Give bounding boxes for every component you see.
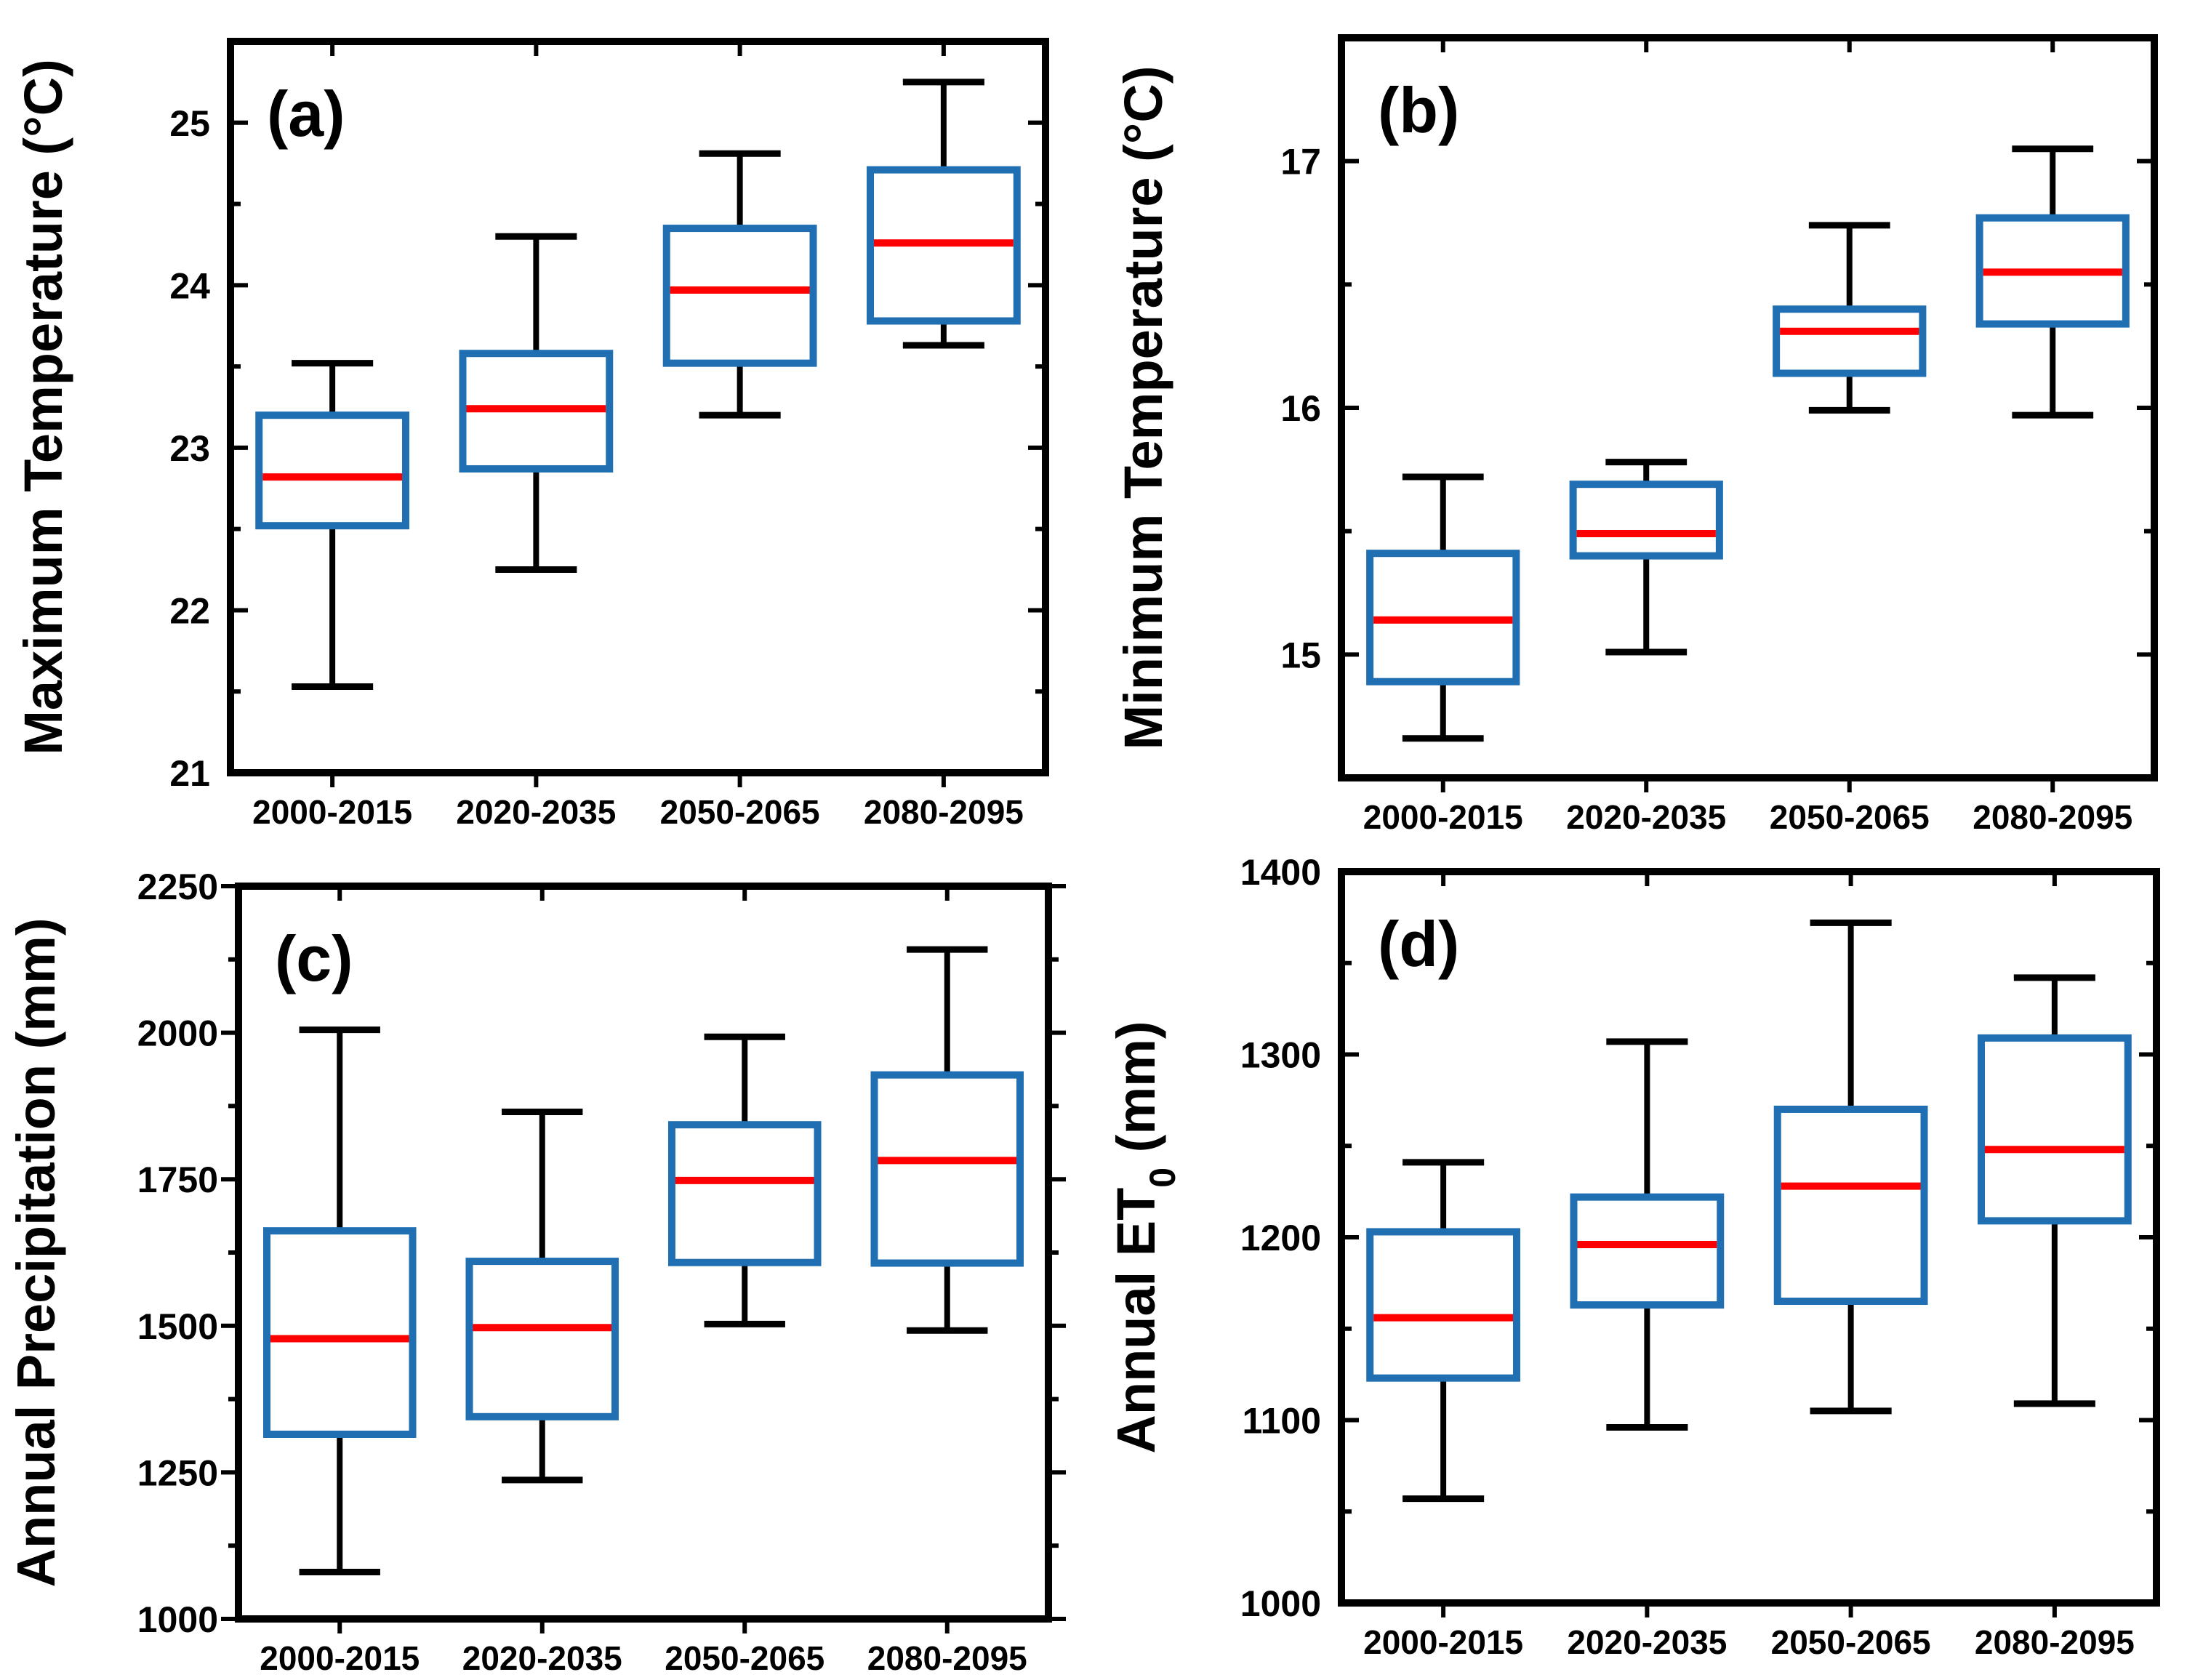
x-category-label: 2050-2065 [660,793,820,831]
panel-a: 21 22 23 24 25 2000-2015 2020-2035 2050-2065 208… [13,38,1049,831]
y-tick-label: 1100 [1243,1401,1321,1442]
iqr-box [465,1258,619,1420]
y-tick-label: 23 [169,428,210,469]
x-category-label: 2050-2065 [665,1639,824,1677]
y-tick-label: 1000 [1240,1583,1321,1624]
y-tick-label: 1750 [137,1159,218,1200]
x-category-label: 2020-2035 [1567,1623,1727,1661]
iqr-box [667,1121,822,1266]
box-plot-1 [255,360,410,691]
x-category-label: 2020-2035 [462,1639,622,1677]
iqr-box [255,411,410,530]
iqr-box [866,166,1021,325]
y-tick-label: 2250 [137,867,218,907]
iqr-box [1773,1105,1928,1306]
panel-c: 1000 1250 1500 1750 2000 2250 2000-2015 2020-20… [6,867,1066,1677]
box-plot-2 [459,233,614,574]
y-axis-title: Maximum Temperature (°C) [13,59,73,755]
box-plot-1 [1366,1159,1521,1503]
x-category-label: 2080-2095 [1975,1623,2135,1661]
iqr-box [1569,481,1723,560]
x-category-label: 2080-2095 [867,1639,1027,1677]
iqr-box [1975,214,2130,328]
y-tick-label: 16 [1280,388,1321,429]
x-category-label: 2080-2095 [864,793,1024,831]
box-plot-3 [1773,919,1928,1415]
panel-label: (d) [1378,908,1459,980]
x-category-label: 2080-2095 [1973,798,2132,836]
y-axis-title: Minimum Temperature (°C) [1113,66,1173,750]
y-tick-label: 24 [169,265,210,306]
iqr-box [1977,1034,2132,1225]
x-category-label: 2020-2035 [1566,798,1726,836]
iqr-box [1366,550,1520,686]
x-category-label: 2050-2065 [1771,1623,1931,1661]
box-plot-4 [870,946,1024,1334]
y-tick-label: 21 [169,753,210,794]
plot-frame [227,38,1049,776]
box-plot-1 [262,1026,417,1575]
box-plot-4 [1977,974,2132,1407]
box-plot-2 [1569,459,1723,656]
y-tick-label: 17 [1280,142,1321,182]
iqr-box [459,350,614,473]
plot-frame [1338,868,2160,1607]
iqr-box [262,1227,417,1438]
iqr-box [1773,305,1927,377]
y-tick-label: 25 [169,103,210,144]
y-tick-label: 1250 [137,1452,218,1493]
y-axis-title: Annual ET0 (mm) [1106,1021,1183,1453]
box-plot-1 [1366,473,1520,742]
y-tick-label: 15 [1280,635,1321,675]
box-plot-3 [667,1033,822,1327]
y-tick-label: 1300 [1240,1035,1321,1076]
y-tick-label: 1000 [137,1599,218,1640]
x-category-label: 2000-2015 [260,1639,420,1677]
panel-b: 15 16 17 2000-2015 2020-2035 2050-2065 2080-20… [1113,34,2158,836]
y-tick-label: 2000 [137,1013,218,1054]
x-category-label: 2000-2015 [1363,798,1523,836]
y-tick-label: 1500 [137,1306,218,1347]
box-plot-2 [1570,1038,1725,1431]
y-tick-label: 1200 [1240,1218,1321,1258]
panel-label: (b) [1378,74,1459,146]
iqr-box [870,1071,1024,1267]
iqr-box [662,225,817,367]
plot-frame [235,883,1052,1623]
box-plot-4 [1975,145,2130,419]
iqr-box [1366,1228,1521,1382]
y-axis-title: Annual Precipitation (mm) [6,918,66,1588]
x-category-label: 2000-2015 [1363,1623,1523,1661]
y-tick-label: 1400 [1240,852,1321,893]
iqr-box [1570,1193,1725,1309]
panel-label: (c) [275,923,353,994]
panel-d: 1000 1100 1200 1300 1400 2000-2015 2020-2035 20… [1106,852,2160,1661]
box-plot-4 [866,79,1021,349]
box-plot-3 [662,150,817,419]
x-category-label: 2020-2035 [456,793,616,831]
x-category-label: 2050-2065 [1770,798,1930,836]
x-category-label: 2000-2015 [252,793,412,831]
panel-label: (a) [267,78,345,150]
box-plot-3 [1773,222,1927,414]
y-tick-label: 22 [169,590,210,631]
box-plot-2 [465,1108,619,1484]
